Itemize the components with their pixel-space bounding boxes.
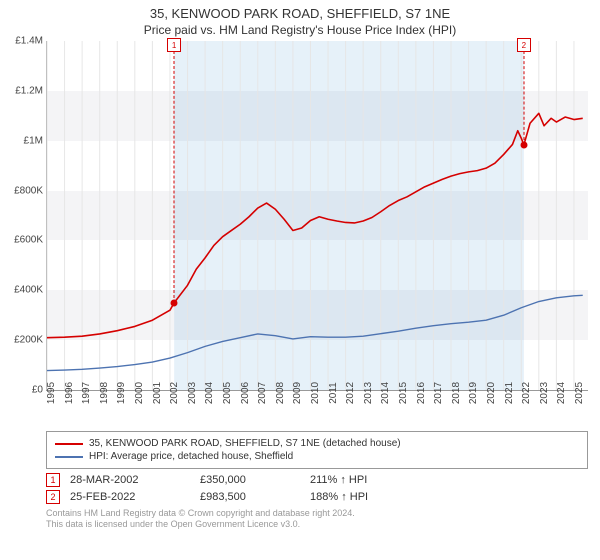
x-tick-label: 2013 — [363, 382, 374, 404]
x-tick-label: 2005 — [222, 382, 233, 404]
x-tick-label: 2000 — [134, 382, 145, 404]
x-tick-label: 1998 — [99, 382, 110, 404]
x-tick-label: 2016 — [416, 382, 427, 404]
x-tick-label: 2004 — [204, 382, 215, 404]
sale-flag-stem-1 — [174, 51, 175, 303]
y-tick-label: £1.4M — [15, 36, 47, 47]
chart-svg — [47, 41, 588, 390]
x-tick-label: 2021 — [504, 382, 515, 404]
legend-swatch-hpi — [55, 456, 83, 458]
sale-price-2: £983,500 — [200, 491, 310, 503]
legend-swatch-property — [55, 443, 83, 445]
x-tick-label: 2024 — [556, 382, 567, 404]
line-chart: £0£200K£400K£600K£800K£1M£1.2M£1.4M12 — [46, 41, 588, 391]
legend: 35, KENWOOD PARK ROAD, SHEFFIELD, S7 1NE… — [46, 431, 588, 469]
sale-row-1: 1 28-MAR-2002 £350,000 211% ↑ HPI — [46, 473, 588, 487]
sale-price-1: £350,000 — [200, 474, 310, 486]
x-tick-label: 2025 — [574, 382, 585, 404]
sale-flag-1: 1 — [167, 38, 181, 52]
y-tick-label: £0 — [32, 385, 47, 396]
x-tick-label: 1997 — [81, 382, 92, 404]
x-tick-label: 2003 — [187, 382, 198, 404]
x-tick-label: 1999 — [116, 382, 127, 404]
x-tick-label: 2020 — [486, 382, 497, 404]
legend-item-hpi: HPI: Average price, detached house, Shef… — [55, 451, 579, 462]
x-tick-label: 2007 — [257, 382, 268, 404]
y-tick-label: £1M — [24, 135, 47, 146]
x-tick-label: 2018 — [451, 382, 462, 404]
sale-row-2: 2 25-FEB-2022 £983,500 188% ↑ HPI — [46, 490, 588, 504]
footer: Contains HM Land Registry data © Crown c… — [46, 508, 588, 530]
x-tick-label: 2011 — [328, 382, 339, 404]
x-tick-label: 2002 — [169, 382, 180, 404]
legend-label-hpi: HPI: Average price, detached house, Shef… — [89, 451, 293, 462]
sale-date-1: 28-MAR-2002 — [70, 474, 200, 486]
x-tick-label: 2019 — [468, 382, 479, 404]
sale-marker-1: 1 — [46, 473, 60, 487]
x-tick-label: 2022 — [521, 382, 532, 404]
legend-item-property: 35, KENWOOD PARK ROAD, SHEFFIELD, S7 1NE… — [55, 438, 579, 449]
x-tick-label: 2008 — [275, 382, 286, 404]
x-tick-label: 1996 — [64, 382, 75, 404]
sale-rel-1: 211% ↑ HPI — [310, 474, 367, 486]
y-tick-label: £800K — [14, 185, 47, 196]
y-tick-label: £1.2M — [15, 85, 47, 96]
sale-marker-2: 2 — [46, 490, 60, 504]
x-axis-ticks: 1995199619971998199920002001200220032004… — [46, 391, 588, 427]
x-tick-label: 2012 — [345, 382, 356, 404]
x-tick-label: 1995 — [46, 382, 57, 404]
x-tick-label: 2015 — [398, 382, 409, 404]
x-tick-label: 2001 — [152, 382, 163, 404]
footer-line1: Contains HM Land Registry data © Crown c… — [46, 508, 588, 519]
footer-line2: This data is licensed under the Open Gov… — [46, 519, 588, 530]
x-tick-label: 2010 — [310, 382, 321, 404]
y-tick-label: £600K — [14, 235, 47, 246]
sale-flag-stem-2 — [523, 51, 524, 145]
x-tick-label: 2023 — [539, 382, 550, 404]
chart-title: 35, KENWOOD PARK ROAD, SHEFFIELD, S7 1NE — [0, 0, 600, 21]
x-tick-label: 2014 — [380, 382, 391, 404]
chart-subtitle: Price paid vs. HM Land Registry's House … — [0, 21, 600, 41]
x-tick-label: 2006 — [240, 382, 251, 404]
sales-table: 1 28-MAR-2002 £350,000 211% ↑ HPI 2 25-F… — [46, 473, 588, 504]
sale-date-2: 25-FEB-2022 — [70, 491, 200, 503]
x-tick-label: 2017 — [433, 382, 444, 404]
sale-rel-2: 188% ↑ HPI — [310, 491, 368, 503]
legend-label-property: 35, KENWOOD PARK ROAD, SHEFFIELD, S7 1NE… — [89, 438, 401, 449]
y-tick-label: £400K — [14, 285, 47, 296]
sale-flag-2: 2 — [517, 38, 531, 52]
y-tick-label: £200K — [14, 335, 47, 346]
x-tick-label: 2009 — [292, 382, 303, 404]
